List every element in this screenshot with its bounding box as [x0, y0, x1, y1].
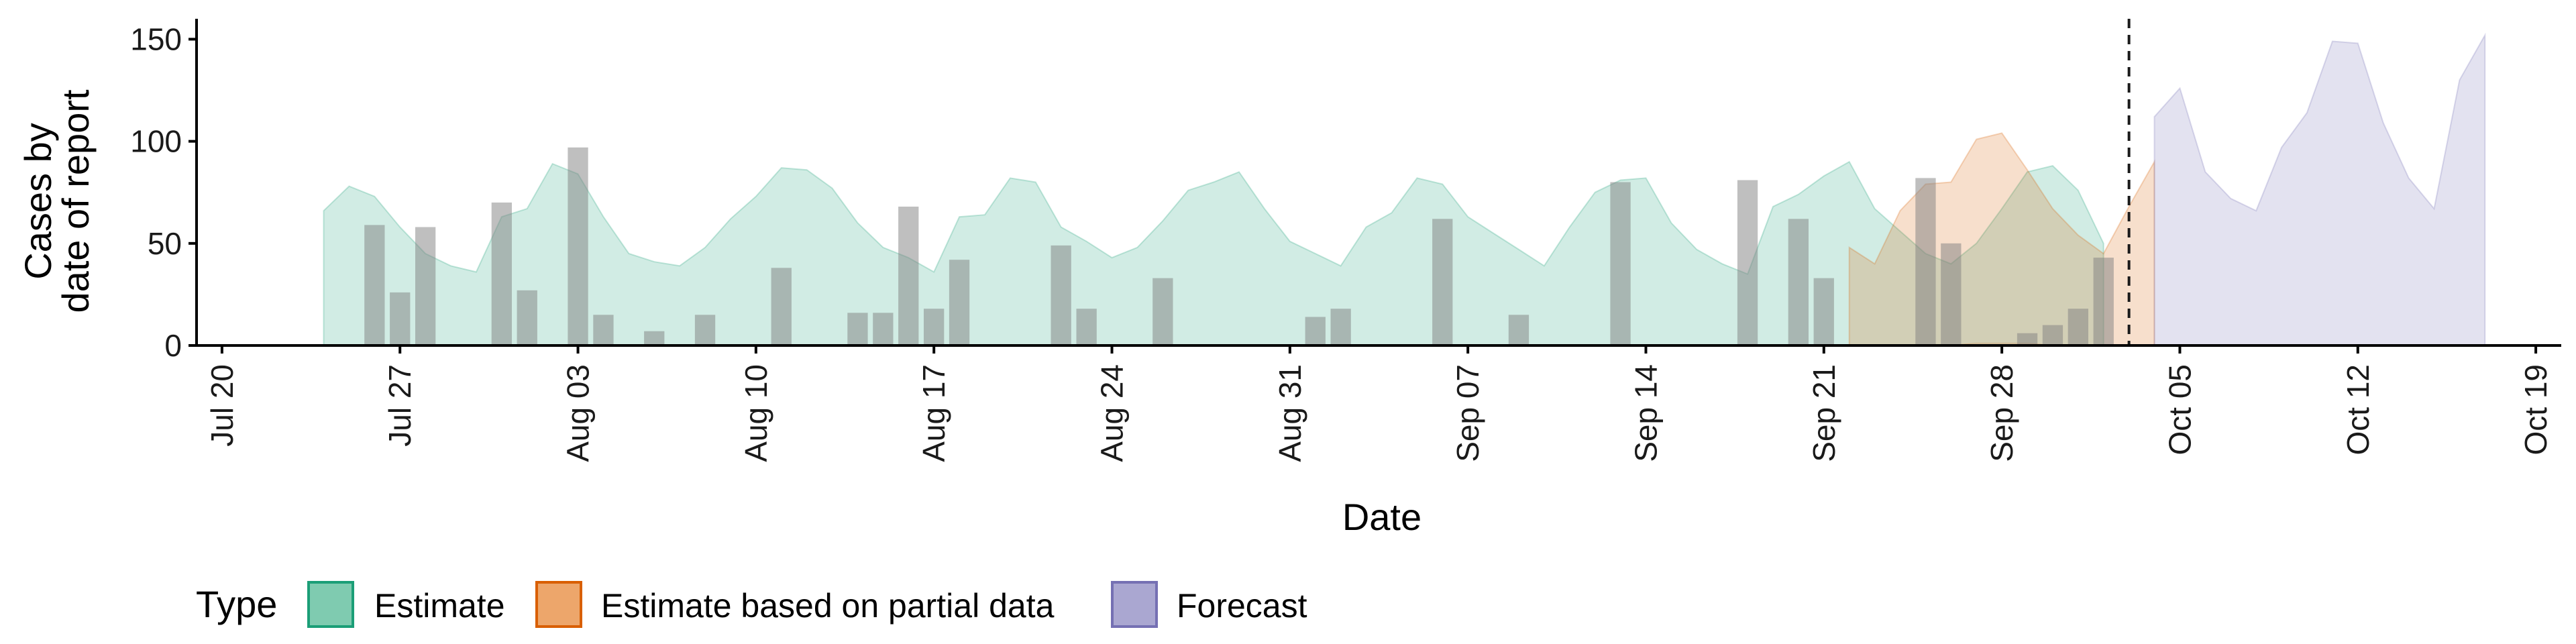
bar-2020-09-06 [1432, 219, 1453, 345]
bar-2020-08-03 [568, 147, 588, 346]
bar-2020-07-27 [390, 292, 411, 345]
x-tick-label: Aug 17 [916, 364, 951, 462]
x-tick-label: Aug 31 [1273, 364, 1307, 462]
bar-2020-08-08 [694, 315, 716, 345]
bar-2020-09-30 [2042, 325, 2063, 345]
legend-swatch-forecast [1111, 581, 1158, 628]
bar-2020-07-26 [364, 225, 385, 345]
bar-2020-08-18 [949, 260, 970, 345]
bars [364, 147, 2114, 346]
bar-2020-09-09 [1508, 315, 1529, 345]
x-tick-label: Jul 20 [205, 364, 239, 447]
bar-2020-08-16 [898, 207, 919, 345]
x-tick-label: Sep 07 [1450, 364, 1485, 462]
bar-2020-08-15 [873, 313, 894, 345]
bar-2020-09-20 [1788, 219, 1809, 345]
x-tick-label: Sep 28 [1984, 364, 2019, 462]
legend-label-partial: Estimate based on partial data [601, 587, 1055, 625]
series-areas [323, 32, 2486, 346]
x-tick-label: Aug 03 [561, 364, 596, 462]
x-tick-label: Sep 14 [1629, 364, 1664, 462]
y-axis-title-line-1: Cases by [17, 123, 59, 279]
x-tick-label: Aug 10 [739, 364, 773, 462]
bar-2020-10-02 [2093, 258, 2114, 345]
legend-label-estimate: Estimate [374, 587, 505, 625]
legend-title: Type [196, 583, 277, 625]
bar-2020-08-26 [1152, 278, 1173, 345]
x-tick-label: Oct 19 [2518, 364, 2553, 455]
y-tick-label: 150 [130, 21, 182, 56]
legend-label-forecast: Forecast [1177, 587, 1307, 625]
legend-item-forecast: Forecast [1111, 581, 1307, 628]
bar-2020-09-21 [1813, 278, 1834, 345]
bar-2020-08-22 [1051, 245, 1071, 345]
legend-swatch-partial [535, 581, 582, 628]
bar-2020-08-04 [593, 315, 614, 345]
bar-2020-09-01 [1305, 317, 1326, 345]
bar-2020-09-26 [1941, 243, 1962, 345]
bar-2020-07-28 [415, 227, 436, 345]
bar-2020-08-17 [924, 309, 945, 345]
bar-2020-07-31 [491, 202, 512, 345]
bar-2020-08-23 [1076, 309, 1097, 345]
bar-2020-09-18 [1737, 180, 1758, 345]
y-tick-label: 50 [148, 226, 182, 261]
y-axis-title-line-2: date of report [54, 89, 97, 313]
x-tick-label: Sep 21 [1807, 364, 1841, 462]
bar-2020-09-13 [1610, 182, 1631, 345]
bar-2020-08-14 [847, 313, 868, 345]
area-forecast [2153, 32, 2486, 346]
y-tick-label: 0 [164, 328, 182, 363]
area-estimate [323, 160, 2104, 346]
legend: Type Estimate Estimate based on partial … [196, 581, 1307, 628]
y-axis-title: Cases by date of report [17, 89, 97, 313]
bar-2020-09-02 [1330, 309, 1351, 345]
legend-item-partial: Estimate based on partial data [535, 581, 1055, 628]
bar-2020-09-25 [1915, 178, 1936, 345]
y-axis-ticks: 0 50 100 150 [130, 21, 197, 363]
legend-item-estimate: Estimate [307, 581, 505, 628]
bar-2020-10-01 [2068, 309, 2088, 345]
x-axis-ticks: Jul 20 Jul 27 Aug 03 Aug 10 Aug 17 Aug 24 Aug … [205, 345, 2553, 462]
legend-swatch-estimate [307, 581, 354, 628]
x-axis-title: Date [1342, 496, 1421, 538]
bar-2020-08-01 [517, 290, 537, 345]
bar-2020-09-29 [2017, 333, 2038, 345]
x-tick-label: Aug 24 [1095, 364, 1130, 462]
x-tick-label: Jul 27 [382, 364, 417, 447]
bar-2020-08-11 [771, 268, 792, 345]
x-tick-label: Oct 05 [2163, 364, 2198, 455]
y-tick-label: 100 [130, 124, 182, 159]
x-tick-label: Oct 12 [2341, 364, 2375, 455]
bar-2020-08-06 [644, 331, 665, 345]
